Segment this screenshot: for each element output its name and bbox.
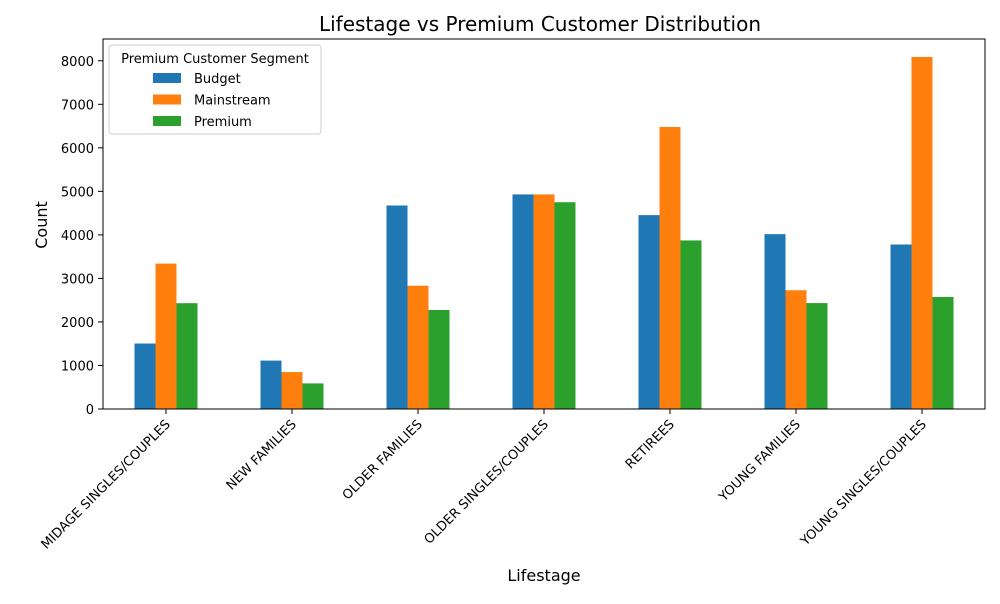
y-tick-label: 1000 (61, 359, 94, 374)
bar-premium (932, 296, 954, 409)
x-tick-label: YOUNG FAMILIES (716, 417, 804, 505)
legend-swatch-premium (153, 116, 181, 126)
legend-label-premium: Premium (194, 115, 252, 130)
plot-frame (102, 38, 986, 410)
legend-box (108, 44, 322, 135)
x-tick-label: MIDAGE SINGLES/COUPLES (39, 417, 174, 552)
bar-premium (176, 303, 198, 409)
y-tick-label: 2000 (61, 316, 94, 331)
y-tick-label: 5000 (61, 185, 94, 200)
bar-budget (890, 244, 912, 409)
x-tick-label: RETIREES (623, 417, 678, 472)
series-mainstream (155, 56, 933, 410)
y-tick-label: 0 (86, 403, 94, 418)
chart-title: Lifestage vs Premium Customer Distributi… (319, 12, 761, 36)
y-tick-label: 3000 (61, 272, 94, 287)
bar-budget (386, 205, 408, 409)
bar-mainstream (659, 126, 681, 409)
bar-budget (638, 215, 660, 409)
x-axis-label: Lifestage (507, 566, 580, 585)
y-tick-label: 8000 (61, 55, 94, 70)
bar-mainstream (533, 194, 555, 409)
bar-mainstream (785, 290, 807, 409)
x-tick-label: YOUNG SINGLES/COUPLES (797, 417, 929, 549)
bar-mainstream (407, 285, 429, 409)
x-tick-label: OLDER FAMILIES (340, 417, 426, 503)
legend-label-mainstream: Mainstream (194, 94, 271, 109)
bar-premium (428, 310, 450, 409)
bar-premium (680, 240, 702, 409)
y-tick-label: 7000 (61, 98, 94, 113)
legend-label-budget: Budget (194, 72, 241, 87)
legend-title: Premium Customer Segment (121, 52, 309, 67)
y-tick-label: 6000 (61, 142, 94, 157)
bar-premium (302, 383, 324, 409)
legend-swatch-mainstream (153, 94, 181, 105)
bar-budget (764, 234, 786, 409)
bar-budget (260, 360, 282, 409)
bar-premium (806, 303, 828, 409)
legend-swatch-budget (153, 73, 181, 83)
bar-budget (512, 194, 534, 409)
y-tick-label: 4000 (61, 229, 94, 244)
x-tick-label: OLDER SINGLES/COUPLES (422, 417, 552, 547)
bar-budget (134, 343, 156, 409)
bar-mainstream (281, 372, 303, 409)
y-axis-label: Count (32, 201, 51, 249)
x-tick-label: NEW FAMILIES (224, 417, 300, 493)
series-premium (176, 202, 954, 409)
series-budget (134, 194, 912, 409)
plot-area: 0 1000 2000 3000 4000 5000 6000 7000 8000 MIDAGE … (39, 38, 986, 552)
legend: Premium Customer Segment Budget Mainstream… (108, 44, 322, 135)
bar-mainstream (155, 263, 177, 409)
bar-mainstream (911, 56, 933, 410)
bar-premium (554, 202, 576, 409)
